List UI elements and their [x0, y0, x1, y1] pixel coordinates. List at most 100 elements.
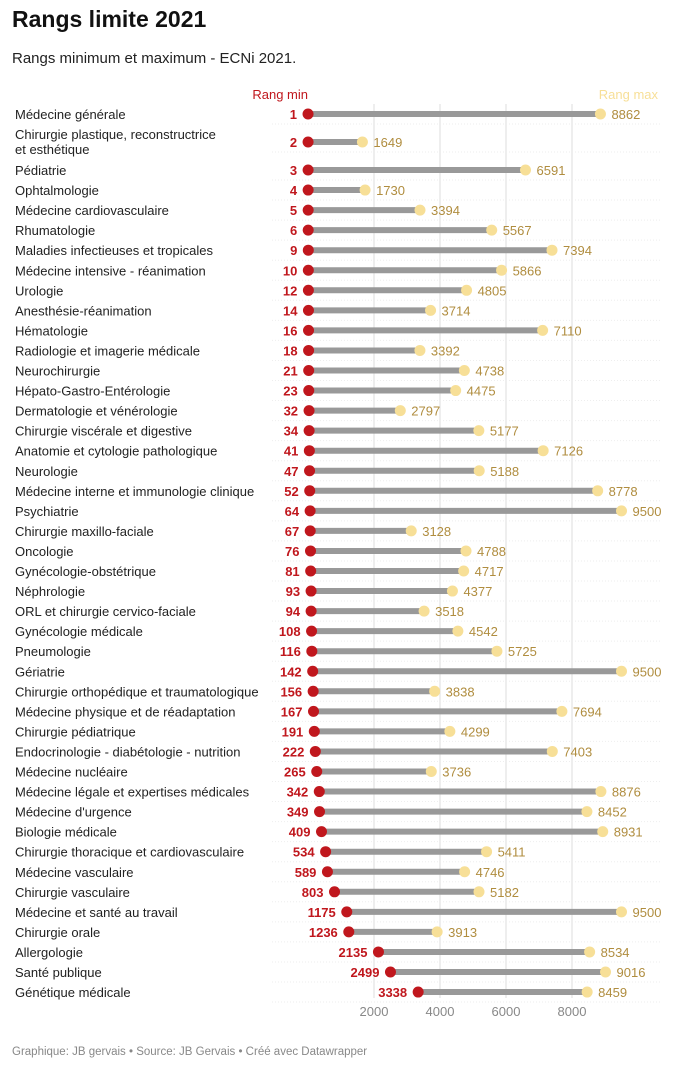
max-dot — [473, 465, 485, 477]
min-dot — [302, 136, 314, 148]
max-dot — [584, 946, 596, 958]
category-label: Dermatologie et vénérologie — [15, 404, 178, 419]
min-dot — [302, 244, 314, 256]
min-dot — [302, 224, 314, 236]
category-label: Urologie — [15, 283, 63, 298]
min-label: 52 — [284, 484, 298, 499]
max-dot — [594, 108, 606, 120]
min-dot — [306, 625, 318, 637]
category-label: Génétique médicale — [15, 985, 131, 1000]
min-label: 47 — [284, 464, 298, 479]
category-label: Neurochirurgie — [15, 364, 100, 379]
min-label: 142 — [280, 664, 302, 679]
max-dot — [425, 766, 437, 777]
max-label: 3392 — [431, 343, 460, 358]
category-label: Néphrologie — [15, 584, 85, 599]
min-dot — [302, 108, 314, 120]
category-label: Santé publique — [15, 965, 102, 980]
max-label: 9500 — [633, 504, 662, 519]
max-dot — [446, 585, 458, 597]
max-dot — [496, 264, 508, 276]
max-dot — [592, 485, 604, 497]
min-dot — [343, 926, 355, 938]
max-label: 4788 — [477, 544, 506, 559]
max-label: 3128 — [422, 524, 451, 539]
max-dot — [450, 385, 462, 397]
max-dot — [556, 705, 568, 717]
min-dot — [315, 826, 327, 838]
x-tick-label: 2000 — [360, 1004, 389, 1019]
max-label: 5866 — [513, 263, 542, 278]
min-label: 12 — [283, 283, 297, 298]
min-label: 41 — [284, 444, 298, 459]
max-dot — [473, 886, 485, 898]
min-dot — [304, 465, 316, 477]
min-label: 34 — [284, 424, 299, 439]
min-dot — [303, 385, 315, 397]
min-dot — [307, 685, 319, 697]
category-label-line: et esthétique — [15, 142, 89, 157]
category-label: Pneumologie — [15, 644, 91, 659]
max-dot — [600, 966, 612, 978]
min-label: 5 — [290, 203, 297, 218]
legend-max: Rang max — [599, 87, 659, 102]
category-label: Médecine vasculaire — [15, 865, 134, 880]
category-label: Endocrinologie - diabétologie - nutritio… — [15, 744, 240, 759]
min-label: 32 — [284, 404, 298, 419]
max-label: 3838 — [446, 684, 475, 699]
max-dot — [581, 806, 593, 818]
max-label: 9016 — [617, 965, 646, 980]
max-label: 1649 — [373, 135, 402, 150]
max-dot — [460, 545, 472, 557]
min-label: 9 — [290, 243, 297, 258]
min-dot — [302, 164, 314, 176]
max-dot — [414, 344, 426, 356]
min-dot — [303, 405, 315, 417]
min-label: 534 — [293, 845, 315, 860]
max-label: 4475 — [467, 384, 496, 399]
category-label: Hépato-Gastro-Entérologie — [15, 384, 170, 399]
category-label: Oncologie — [15, 544, 74, 559]
max-label: 7110 — [554, 323, 582, 338]
max-dot — [459, 866, 471, 878]
min-dot — [303, 425, 315, 437]
min-label: 167 — [281, 704, 303, 719]
max-dot — [414, 204, 426, 216]
min-dot — [305, 545, 317, 557]
category-label: Anesthésie-réanimation — [15, 303, 152, 318]
min-label: 16 — [283, 323, 297, 338]
max-dot — [537, 324, 549, 336]
max-label: 7694 — [573, 704, 602, 719]
max-label: 8459 — [598, 985, 627, 1000]
max-label: 8862 — [611, 107, 640, 122]
min-dot — [306, 645, 318, 657]
min-dot — [321, 866, 333, 878]
min-label: 342 — [287, 785, 309, 800]
min-label: 4 — [290, 183, 298, 198]
max-label: 4377 — [463, 584, 492, 599]
min-label: 108 — [279, 624, 301, 639]
min-dot — [302, 304, 314, 316]
min-label: 2 — [290, 135, 297, 150]
max-label: 5182 — [490, 885, 519, 900]
max-dot — [444, 725, 456, 737]
max-dot — [595, 786, 607, 798]
min-label: 64 — [285, 504, 300, 519]
category-label: Biologie médicale — [15, 825, 117, 840]
max-label: 9500 — [633, 664, 662, 679]
max-label: 5725 — [508, 644, 537, 659]
min-dot — [303, 324, 315, 336]
max-label: 8452 — [598, 805, 627, 820]
max-label: 4738 — [475, 364, 504, 379]
category-label: Chirurgie thoracique et cardiovasculaire — [15, 845, 244, 860]
max-label: 8876 — [612, 785, 641, 800]
min-dot — [303, 344, 315, 356]
category-label: Chirurgie pédiatrique — [15, 724, 136, 739]
min-dot — [309, 745, 321, 757]
min-label: 191 — [282, 724, 304, 739]
min-dot — [302, 184, 314, 196]
max-label: 4746 — [476, 865, 505, 880]
max-dot — [405, 525, 417, 537]
category-label: Médecine générale — [15, 107, 126, 122]
min-dot — [305, 585, 317, 597]
